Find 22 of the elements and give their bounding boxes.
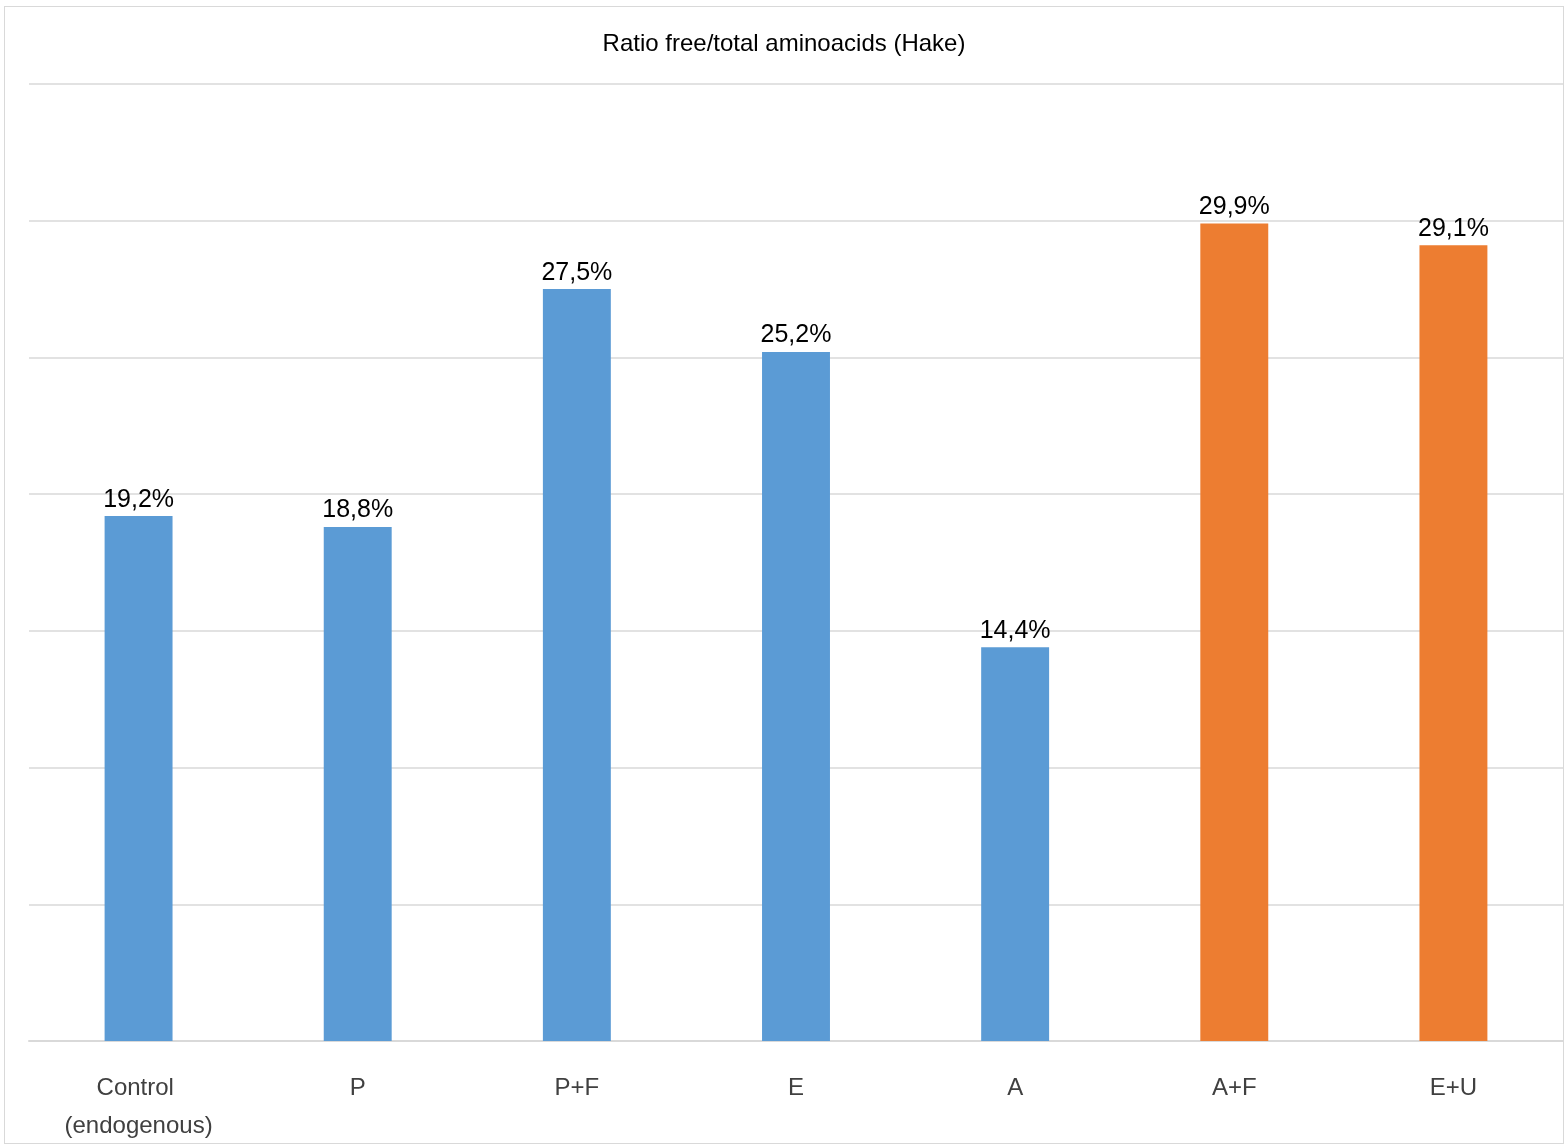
bar [323,526,392,1041]
bar [762,351,830,1041]
data-label: 27,5% [541,256,613,285]
bar [1200,223,1269,1041]
data-label: 19,2% [103,483,175,512]
bar [1419,245,1488,1041]
data-label: 25,2% [760,319,832,348]
data-label: 18,8% [322,494,394,523]
bar [104,516,173,1041]
x-tick-label: Control (endogenous) [64,1072,213,1138]
bar [981,647,1050,1041]
x-tick-label: P+F [554,1072,600,1100]
x-tick-label: P [349,1072,366,1100]
data-label: 29,1% [1417,212,1489,241]
data-label: 14,4% [979,614,1051,643]
x-tick-label: E+U [1429,1072,1478,1100]
x-tick-label: E [787,1072,805,1100]
x-tick-label: A [1007,1072,1024,1100]
bar [542,289,611,1041]
chart-title: Ratio free/total aminoacids (Hake) [602,28,966,56]
data-label: 29,9% [1198,190,1270,219]
x-tick-label: A+F [1211,1072,1257,1100]
